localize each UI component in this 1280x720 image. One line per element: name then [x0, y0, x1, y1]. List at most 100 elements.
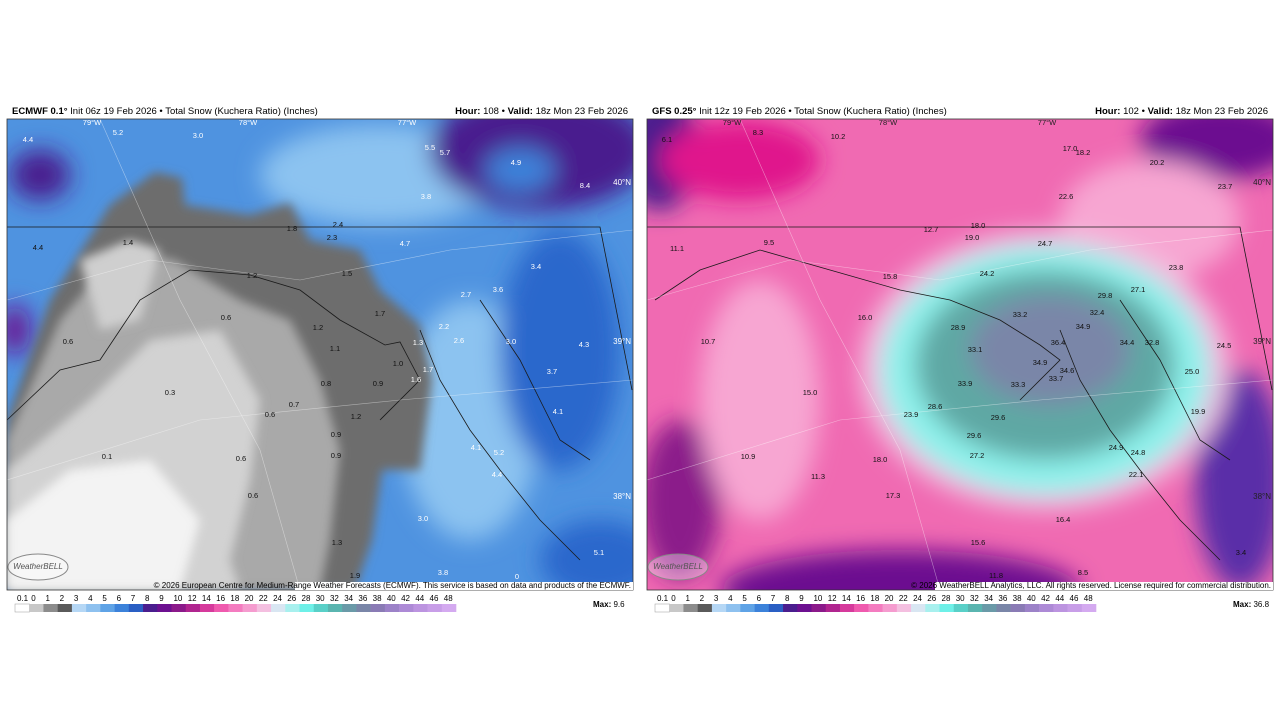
max-value: Max: 9.6	[593, 600, 625, 609]
valid-label: Valid:	[508, 106, 533, 117]
legend-label: 46	[430, 594, 439, 603]
legend-label: 48	[1084, 594, 1093, 603]
snow-total-label: 34.6	[1060, 366, 1075, 375]
lat-label: 40°N	[613, 178, 631, 187]
copyright: © 2026 European Centre for Medium-Range …	[154, 581, 631, 590]
legend-label: 22	[899, 594, 908, 603]
legend-label: 20	[245, 594, 254, 603]
legend-label: 1	[685, 594, 690, 603]
snow-total-label: 2.2	[439, 322, 449, 331]
legend-label: 8	[785, 594, 790, 603]
snow-total-label: 36.4	[1051, 338, 1066, 347]
legend-label: 36	[358, 594, 367, 603]
snow-total-label: 2.6	[454, 336, 464, 345]
legend-swatch	[797, 604, 812, 612]
snow-total-label: 24.7	[1038, 239, 1053, 248]
snow-total-label: 4.4	[33, 243, 43, 252]
legend-label: 14	[202, 594, 211, 603]
snow-total-label: 4.4	[492, 470, 502, 479]
snow-total-label: 1.5	[342, 269, 352, 278]
snow-total-label: 2.7	[461, 290, 471, 299]
legend-swatch	[228, 604, 243, 612]
gfs-map	[647, 119, 1273, 590]
snow-total-label: 15.0	[803, 388, 818, 397]
snow-total-label: 33.7	[1049, 374, 1064, 383]
model-name: GFS 0.25°	[652, 106, 697, 117]
logo: WeatherBELL	[13, 562, 63, 571]
snow-total-label: 1.2	[351, 412, 361, 421]
snow-total-label: 1.2	[313, 323, 323, 332]
snow-total-label: 1.3	[332, 538, 342, 547]
snow-total-label: 8.3	[753, 128, 763, 137]
snow-total-label: 11.8	[989, 571, 1003, 580]
lat-label: 38°N	[1253, 492, 1271, 501]
legend-swatch	[967, 604, 983, 612]
hour: 102 •	[1123, 106, 1145, 117]
snow-total-label: 4.3	[579, 340, 589, 349]
snow-total-label: 27.1	[1131, 285, 1146, 294]
legend-swatch	[839, 604, 855, 612]
legend-label: 18	[230, 594, 239, 603]
legend-label: 7	[771, 594, 776, 603]
snow-total-label: 0.6	[63, 337, 73, 346]
legend-label: 42	[401, 594, 410, 603]
legend-label: 32	[330, 594, 339, 603]
snow-total-label: 20.2	[1150, 158, 1165, 167]
lon-label: 78°W	[879, 118, 898, 127]
max-number: 9.6	[613, 600, 625, 609]
snow-total-label: 11.3	[811, 472, 825, 481]
lon-label: 77°W	[398, 118, 417, 127]
lat-label: 39°N	[1253, 337, 1271, 346]
lat-label: 38°N	[613, 492, 631, 501]
run-description: Init 12z 19 Feb 2026 • Total Snow (Kuche…	[699, 106, 947, 117]
lon-label: 79°W	[83, 118, 102, 127]
valid: 18z Mon 23 Feb 2026	[1176, 106, 1268, 117]
snow-total-label: 0.8	[321, 379, 331, 388]
legend-swatch	[299, 604, 315, 612]
snow-total-label: 29.8	[1098, 291, 1113, 300]
legend-label: 46	[1070, 594, 1079, 603]
legend-swatch	[171, 604, 187, 612]
snow-total-label: 0.6	[248, 491, 258, 500]
legend-swatch	[100, 604, 115, 612]
snow-total-label: 12.7	[924, 225, 939, 234]
legend-swatch	[313, 604, 329, 612]
snow-total-label: 34.4	[1120, 338, 1135, 347]
legend-label: 2	[60, 594, 65, 603]
legend-label: 26	[927, 594, 936, 603]
snow-total-label: 18.2	[1076, 148, 1091, 157]
legend-swatch	[256, 604, 272, 612]
legend-label: 44	[1055, 594, 1064, 603]
snow-total-label: 1.8	[287, 224, 297, 233]
snow-total-label: 1.2	[247, 271, 257, 280]
legend-swatch	[854, 604, 869, 612]
legend-label: 38	[373, 594, 382, 603]
snow-total-label: 33.1	[968, 345, 983, 354]
legend-swatch	[327, 604, 343, 612]
snow-total-label: 8.5	[1078, 568, 1088, 577]
snow-total-label: 22.6	[1059, 192, 1074, 201]
legend-swatch	[868, 604, 883, 612]
legend-swatch	[86, 604, 101, 612]
snow-total-label: 29.6	[967, 431, 982, 440]
snow-total-label: 1.6	[411, 375, 421, 384]
legend-swatch	[114, 604, 130, 612]
snow-total-label: 1.0	[393, 359, 403, 368]
legend-swatch	[157, 604, 172, 612]
legend-swatch	[1053, 604, 1068, 612]
snow-total-label: 32.4	[1090, 308, 1105, 317]
legend-label: 30	[956, 594, 965, 603]
legend-label: 5	[742, 594, 747, 603]
legend-label: 5	[102, 594, 107, 603]
legend-swatch	[285, 604, 300, 612]
legend-swatch	[783, 604, 798, 612]
legend-label: 48	[444, 594, 453, 603]
legend-swatch	[370, 604, 386, 612]
snow-total-label: 0	[515, 572, 519, 581]
legend-label: 10	[173, 594, 182, 603]
snow-total-label: 2.3	[327, 233, 337, 242]
snow-total-label: 0.7	[289, 400, 299, 409]
legend-swatch	[953, 604, 969, 612]
legend-swatch	[939, 604, 955, 612]
